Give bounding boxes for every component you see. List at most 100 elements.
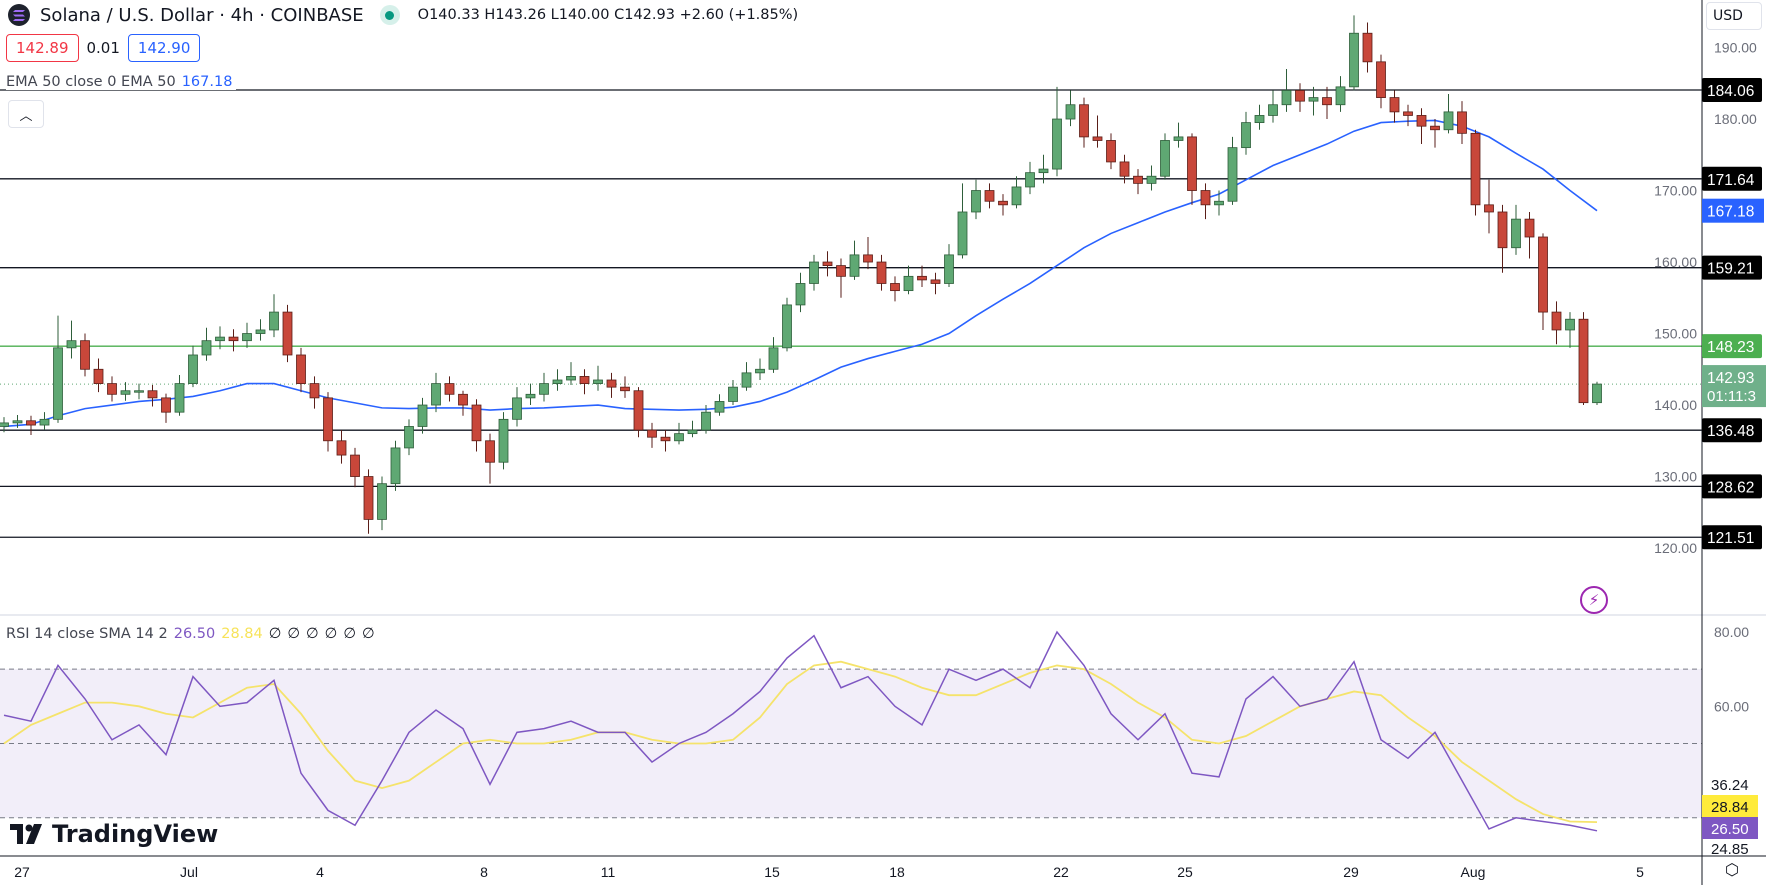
candle-body bbox=[890, 283, 900, 292]
candle-body bbox=[39, 418, 50, 426]
ema-label-bg bbox=[1702, 198, 1764, 223]
candle-up bbox=[728, 380, 738, 406]
candle-up bbox=[377, 476, 387, 531]
candle-up bbox=[390, 440, 401, 491]
candle-up bbox=[1281, 68, 1292, 112]
candle-down bbox=[1430, 119, 1440, 148]
candle-down bbox=[1457, 101, 1467, 145]
candle-down bbox=[363, 469, 374, 534]
time-tick-label: 5 bbox=[1636, 864, 1644, 880]
candle-body bbox=[161, 397, 171, 413]
candle-body bbox=[1173, 136, 1184, 141]
candle-down bbox=[147, 385, 158, 407]
price-tick-label: 160.00 bbox=[1654, 254, 1697, 270]
candle-body bbox=[269, 311, 279, 331]
candle-body bbox=[741, 372, 752, 388]
candle-down bbox=[1079, 97, 1089, 148]
candle-up bbox=[1227, 136, 1238, 205]
candle-body bbox=[80, 340, 90, 370]
candle-up bbox=[201, 327, 212, 361]
bid-ask: 142.89 0.01 142.90 bbox=[6, 34, 201, 62]
lightning-icon[interactable]: ⚡ bbox=[1580, 586, 1608, 614]
price-tick-label: 140.00 bbox=[1654, 397, 1697, 413]
candle-body bbox=[1416, 115, 1427, 127]
sell-button[interactable]: 142.89 bbox=[6, 34, 79, 62]
candle-body bbox=[782, 304, 792, 349]
candle-up bbox=[593, 365, 603, 391]
candle-down bbox=[633, 387, 644, 438]
candle-body bbox=[539, 383, 549, 395]
candle-down bbox=[998, 194, 1008, 216]
close-value: C142.93 bbox=[614, 7, 675, 23]
rsi-sma-axis-label: 28.84 bbox=[1711, 799, 1749, 816]
candle-down bbox=[107, 376, 117, 402]
candle-body bbox=[1376, 61, 1386, 98]
candle-body bbox=[1187, 136, 1197, 191]
chevron-up-icon: ︿ bbox=[19, 108, 33, 124]
candle-body bbox=[593, 379, 603, 384]
candle-body bbox=[1578, 318, 1589, 404]
candle-down bbox=[93, 358, 104, 393]
candle-down bbox=[1403, 104, 1413, 127]
candle-down bbox=[309, 376, 320, 409]
level-label-bg bbox=[1702, 334, 1762, 359]
candle-body bbox=[849, 254, 860, 277]
rsi-axis-high-label: 36.24 bbox=[1711, 777, 1749, 794]
candle-body bbox=[444, 383, 455, 395]
candle-down bbox=[1376, 54, 1386, 109]
candle-body bbox=[1389, 97, 1400, 113]
candle-body bbox=[363, 476, 374, 520]
candle-up bbox=[66, 320, 77, 359]
candle-body bbox=[1565, 318, 1575, 331]
candle-down bbox=[1524, 211, 1535, 259]
price-tick-label: 170.00 bbox=[1654, 183, 1697, 199]
candle-down bbox=[1362, 22, 1373, 73]
candle-body bbox=[768, 347, 779, 370]
level-label-bg bbox=[1702, 474, 1762, 499]
candle-body bbox=[1052, 118, 1062, 170]
rsi-line bbox=[3, 630, 1598, 832]
candle-body bbox=[971, 190, 981, 213]
ema-legend-label: EMA 50 close 0 EMA 50 bbox=[6, 74, 176, 90]
candle-up bbox=[1349, 15, 1359, 91]
candle-body bbox=[404, 426, 414, 449]
candle-up bbox=[498, 412, 509, 470]
candle-up bbox=[755, 358, 765, 381]
time-tick-label: 22 bbox=[1053, 864, 1069, 880]
candle-down bbox=[890, 276, 900, 302]
rsi-legend-value: 26.50 bbox=[173, 626, 216, 642]
candle-body bbox=[579, 376, 590, 384]
candle-body bbox=[836, 265, 846, 277]
candle-body bbox=[296, 354, 306, 384]
ema-legend[interactable]: EMA 50 close 0 EMA 50 167.18 bbox=[6, 74, 237, 90]
candle-body bbox=[1092, 136, 1103, 141]
candle-body bbox=[998, 200, 1008, 206]
candle-up bbox=[1335, 76, 1346, 112]
candle-body bbox=[714, 401, 725, 413]
rsi-legend[interactable]: RSI 14 close SMA 14 2 26.50 28.84 ∅ ∅ ∅ ∅ ∅ ∅ bbox=[6, 626, 375, 642]
ema-50-line bbox=[3, 119, 1598, 428]
symbol-title[interactable]: Solana / U.S. Dollar · 4h · COINBASE bbox=[40, 4, 364, 26]
tradingview-wordmark: TradingView bbox=[52, 820, 219, 848]
candle-up bbox=[782, 297, 792, 352]
open-value: O140.33 bbox=[417, 7, 480, 23]
candle-body bbox=[1133, 175, 1143, 184]
candle-up bbox=[1173, 122, 1184, 148]
time-axis[interactable]: 27 Jul 4 8 11 15 18 22 25 29 Aug 5 bbox=[14, 864, 1644, 880]
collapse-legend-button[interactable]: ︿ bbox=[8, 100, 44, 128]
settings-icon[interactable]: ⬡ bbox=[1725, 860, 1739, 879]
candle-up bbox=[849, 240, 860, 280]
time-tick-label: 29 bbox=[1343, 864, 1359, 880]
currency-selector[interactable]: USD bbox=[1706, 2, 1762, 30]
candle-body bbox=[1079, 104, 1089, 138]
candle-body bbox=[390, 447, 401, 485]
ema-legend-value: 167.18 bbox=[181, 74, 233, 90]
candle-down bbox=[876, 254, 887, 291]
candle-up bbox=[215, 326, 225, 350]
candle-down bbox=[984, 183, 995, 209]
candle-body bbox=[1443, 111, 1454, 131]
candle-down bbox=[836, 258, 846, 298]
buy-button[interactable]: 142.90 bbox=[127, 34, 201, 62]
